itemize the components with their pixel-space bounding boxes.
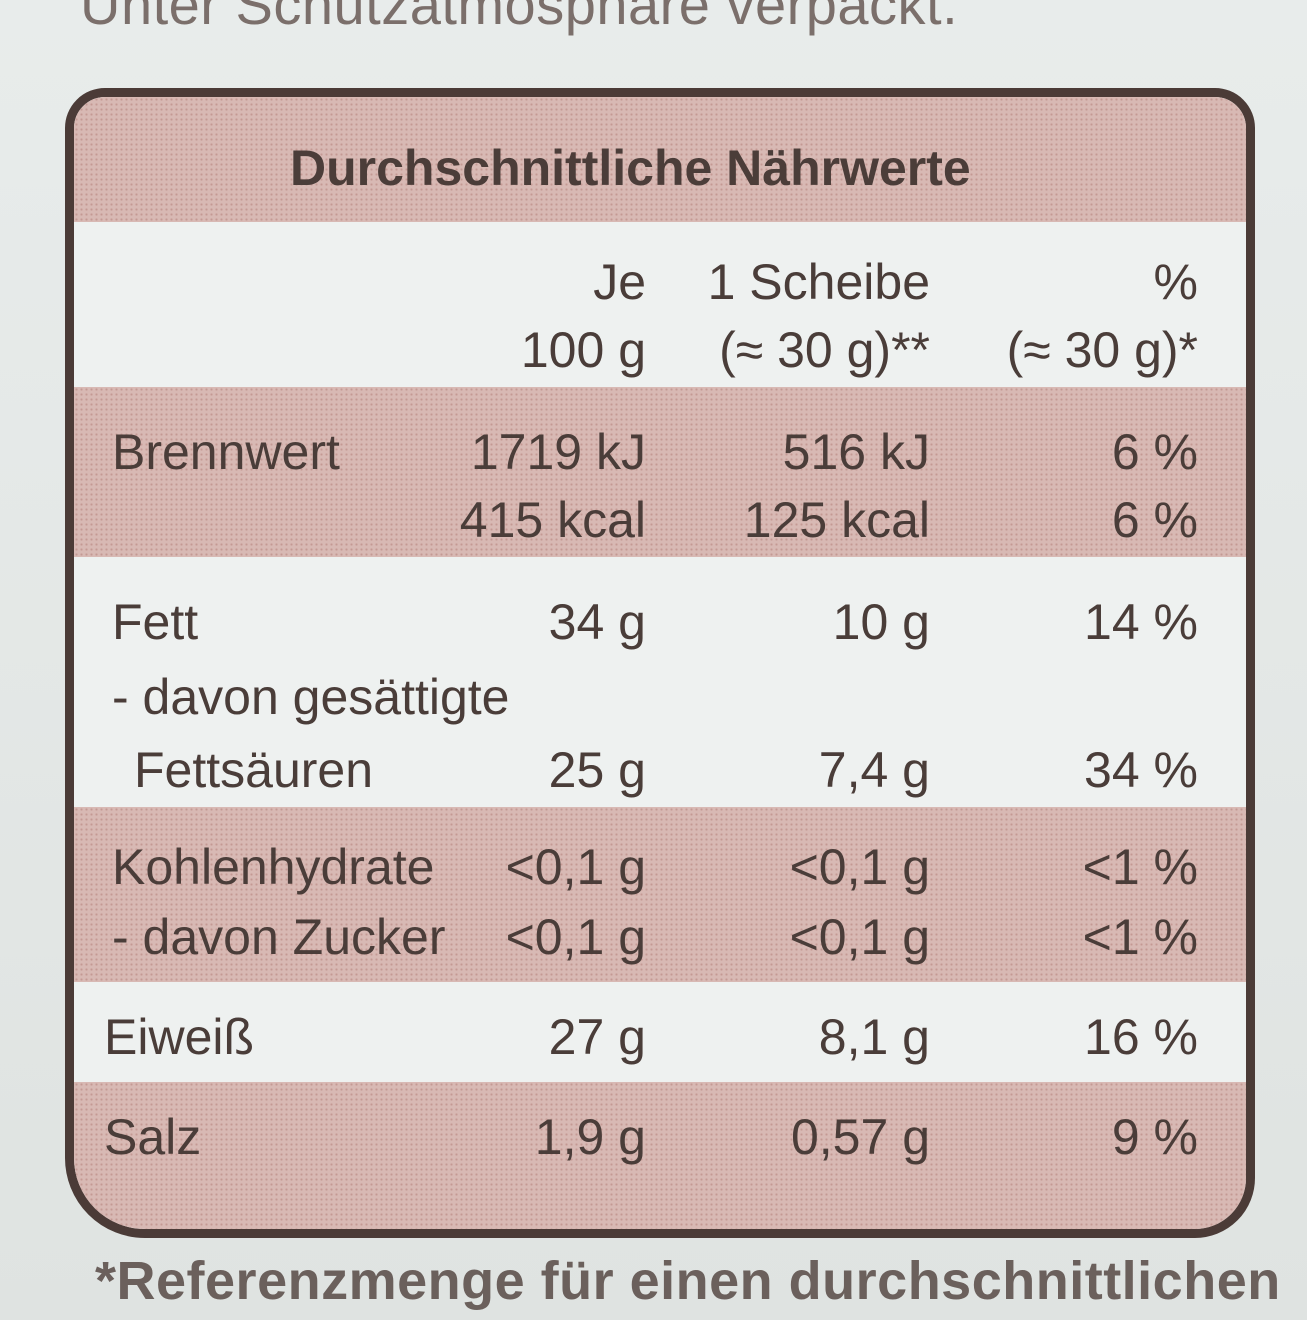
row-value-percent: 6 % [1111, 424, 1198, 480]
row-value-per-slice: 516 kJ [782, 424, 930, 480]
row-value-per-slice: 8,1 g [818, 1009, 930, 1065]
row-value-per100g: 27 g [548, 1009, 646, 1065]
row-value-per100g: <0,1 g [505, 909, 646, 965]
row-value-percent: 14 % [1084, 594, 1198, 650]
header-col2-line2: (≈ 30 g)** [719, 322, 930, 378]
row-label-fett: Fett [112, 594, 199, 650]
protein-area [74, 982, 1246, 1082]
energy-band [74, 387, 1246, 557]
row-value-per-slice: 7,4 g [818, 742, 930, 798]
row-label-brennwert: Brennwert [112, 424, 340, 480]
row-label-kohlenhydrate: Kohlenhydrate [112, 839, 435, 895]
nutrition-table: Durchschnittliche Nährwerte Je 100 g 1 S… [65, 88, 1255, 1238]
row-value-per-slice: 125 kcal [743, 492, 930, 548]
reference-footnote: *Referenzmenge für einen durchschnittlic… [95, 1251, 1281, 1311]
header-area [74, 222, 1246, 387]
row-label-eiweiss: Eiweiß [104, 1009, 255, 1065]
row-label-davon-gesaettigte: - davon gesättigte [112, 669, 510, 725]
row-value-per100g: 415 kcal [459, 492, 646, 548]
salt-band [74, 1082, 1246, 1229]
fat-area [74, 557, 1246, 807]
row-value-per100g: 1719 kJ [470, 424, 646, 480]
row-value-per100g: 25 g [548, 742, 646, 798]
title-band [74, 97, 1246, 222]
row-value-percent: 9 % [1111, 1109, 1198, 1165]
row-value-percent: 6 % [1111, 492, 1198, 548]
row-label-davon-zucker: - davon Zucker [112, 909, 446, 965]
row-value-per-slice: 0,57 g [790, 1109, 930, 1165]
row-value-percent: 16 % [1084, 1009, 1198, 1065]
packaging-note-top: Unter Schutzatmosphäre verpackt. [80, 0, 959, 36]
header-col1-line2: 100 g [520, 322, 646, 378]
header-col3-line2: (≈ 30 g)* [1006, 322, 1198, 378]
row-value-per100g: 34 g [548, 594, 646, 650]
table-title: Durchschnittliche Nährwerte [290, 140, 971, 196]
row-value-per-slice: 10 g [832, 594, 930, 650]
row-value-percent: <1 % [1082, 909, 1198, 965]
row-label-fettsaeuren: Fettsäuren [134, 742, 374, 798]
row-label-salz: Salz [104, 1109, 202, 1165]
row-value-per-slice: <0,1 g [789, 909, 930, 965]
header-col1-line1: Je [593, 254, 646, 310]
header-col3-line1: % [1153, 254, 1198, 310]
row-value-percent: <1 % [1082, 839, 1198, 895]
header-col2-line1: 1 Scheibe [707, 254, 930, 310]
row-value-per100g: <0,1 g [505, 839, 646, 895]
row-value-per-slice: <0,1 g [789, 839, 930, 895]
row-value-per100g: 1,9 g [534, 1109, 646, 1165]
row-value-percent: 34 % [1084, 742, 1198, 798]
carbs-band [74, 807, 1246, 982]
